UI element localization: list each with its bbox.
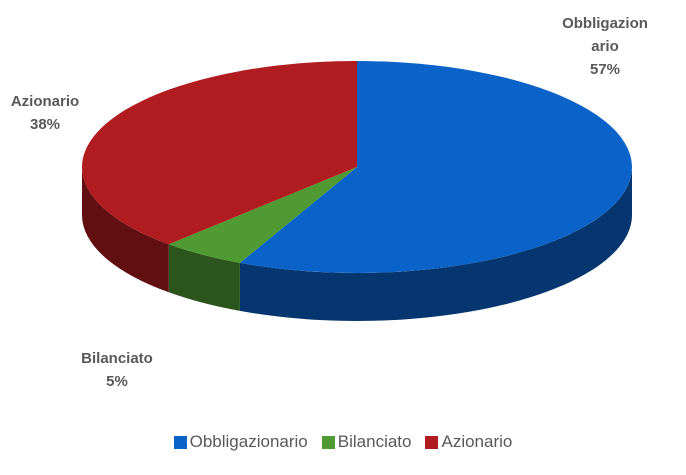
- legend-item: Obbligazionario: [173, 432, 308, 452]
- slice-side: [168, 244, 240, 311]
- data-label: Obbligazionario 57%: [559, 12, 651, 81]
- slice-side: [239, 167, 632, 321]
- legend: Obbligazionario Bilanciato Azionario: [0, 432, 686, 452]
- data-label-name: Bilanciato: [81, 350, 153, 367]
- legend-item: Azionario: [425, 432, 512, 452]
- data-label-name: Azionario: [10, 93, 80, 110]
- legend-swatch: [425, 435, 439, 449]
- pie-slice: [81, 61, 358, 245]
- legend-swatch: [321, 435, 335, 449]
- legend-swatch: [173, 435, 187, 449]
- legend-label: Obbligazionario: [189, 432, 308, 451]
- legend-label: Bilanciato: [337, 432, 412, 451]
- data-label-name: Obbligazionario: [562, 15, 648, 55]
- legend-item: Bilanciato: [321, 432, 412, 452]
- data-label-value: 38%: [29, 116, 61, 133]
- legend-label: Azionario: [441, 432, 513, 451]
- data-label: Azionario 38%: [0, 90, 91, 136]
- slice-side: [82, 167, 169, 293]
- pie-slice: [168, 167, 357, 263]
- pie-slice: [239, 61, 632, 273]
- data-label-value: 57%: [589, 61, 621, 78]
- data-label: Bilanciato 5%: [71, 347, 163, 393]
- data-label-value: 5%: [106, 373, 128, 390]
